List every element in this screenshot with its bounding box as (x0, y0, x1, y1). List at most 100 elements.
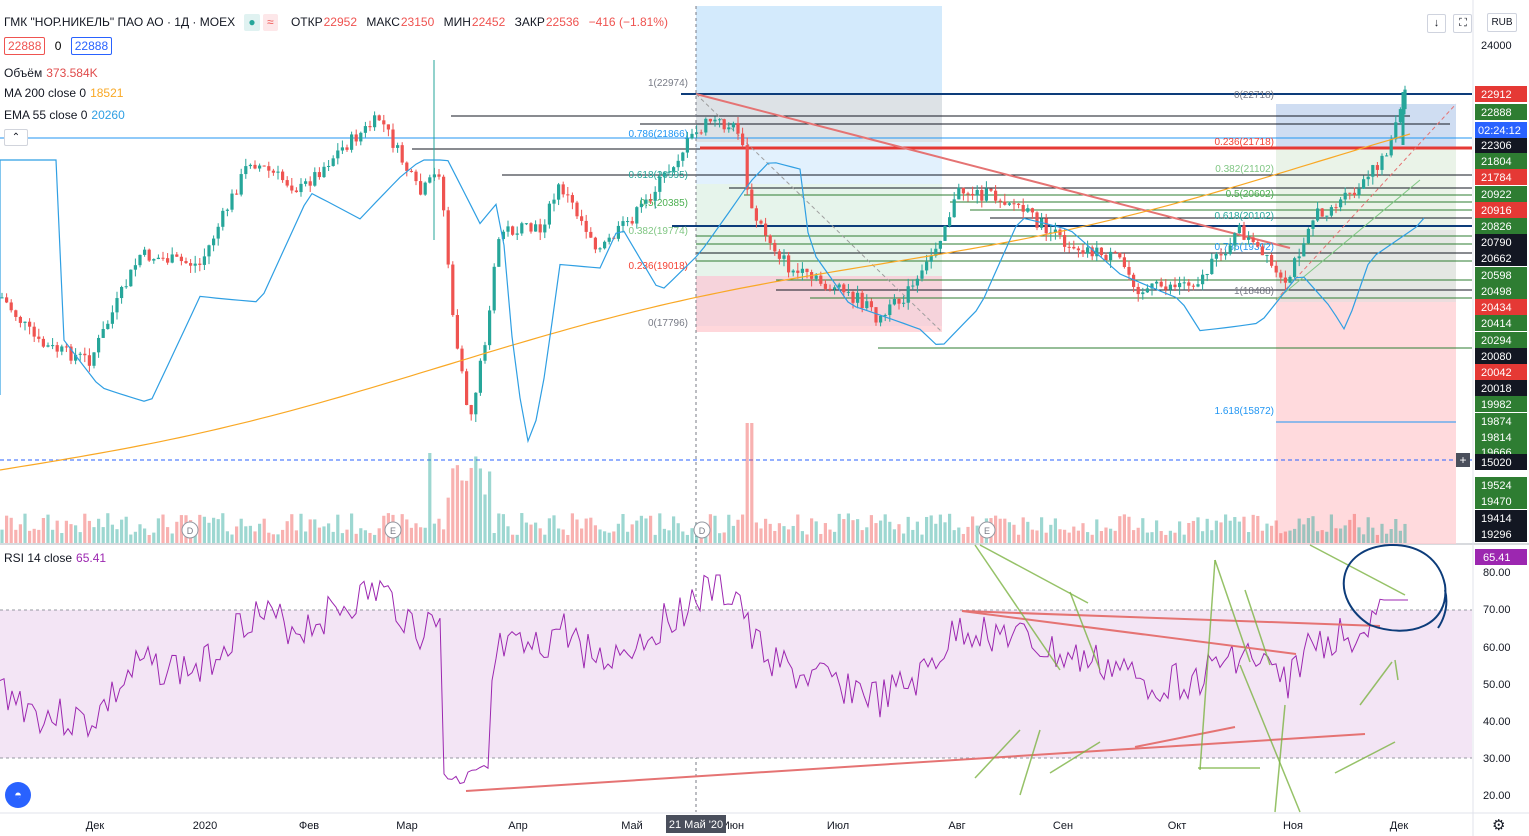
ma200-legend[interactable]: MA 200 close 0 18521 (4, 85, 123, 101)
volume-bar (589, 517, 593, 543)
volume-bar (934, 523, 938, 543)
candle-body (1090, 247, 1094, 257)
candle-body (248, 164, 252, 167)
volume-bar (110, 524, 114, 543)
volume-bar (1044, 532, 1048, 543)
candle-body (120, 286, 124, 299)
volume-bar (267, 532, 271, 543)
volume-bar (1219, 522, 1223, 543)
candle-body (644, 199, 648, 204)
currency-button[interactable]: RUB (1487, 13, 1517, 32)
candle-body (520, 223, 524, 234)
price-label-box (1475, 153, 1527, 169)
candle-body (363, 126, 367, 133)
buy-price-button[interactable]: 22888 (70, 37, 113, 55)
maximize-pane-icon[interactable]: ⛶ (1453, 14, 1473, 33)
volume-bar (580, 528, 584, 543)
candle-body (515, 233, 519, 235)
volume-bar (1316, 531, 1320, 543)
volume-bar (138, 524, 142, 543)
volume-bar (566, 534, 570, 543)
rsi-annotation-line (1214, 559, 1251, 663)
volume-bar (382, 515, 386, 543)
candle-body (1026, 208, 1030, 212)
volume-bar (368, 532, 372, 543)
volume-bar (1155, 520, 1159, 543)
candle-body (1150, 283, 1154, 289)
volume-bar (630, 524, 634, 543)
data-wave-icon[interactable]: ≈ (263, 14, 278, 32)
volume-bar (0, 529, 4, 543)
time-label: Мар (396, 820, 418, 832)
rsi-legend[interactable]: RSI 14 close 65.41 (4, 550, 106, 566)
candle-body (1191, 285, 1195, 287)
volume-bar (1187, 522, 1191, 543)
rsi-axis-label: 20.00 (1483, 790, 1511, 802)
candle-body (267, 166, 271, 171)
market-status-icon[interactable]: ● (244, 14, 260, 32)
hand-drawn-circle (1342, 543, 1448, 632)
candle-body (244, 166, 248, 175)
volume-bar (897, 524, 901, 543)
fib-label: 1.618(15872) (1215, 406, 1275, 417)
ema55-legend[interactable]: EMA 55 close 0 20260 (4, 107, 125, 123)
rsi-annotation-line (974, 544, 1061, 671)
volume-bar (833, 531, 837, 543)
candle-body (745, 145, 749, 190)
sell-price-button[interactable]: 22888 (4, 37, 46, 55)
volume-bar (97, 518, 101, 543)
volume-bar (1168, 530, 1172, 543)
volume-bar (359, 528, 363, 543)
fib-label: 0.382(19774) (629, 226, 689, 237)
candle-body (649, 199, 653, 201)
candle-body (304, 181, 308, 184)
candle-body (695, 132, 699, 134)
candle-body (957, 187, 961, 200)
drawings-layer: 1(22974) 0.786(21866) 0.618(20995) 0.5(2038… (0, 6, 1472, 812)
volume-bar (649, 515, 653, 543)
candle-body (639, 203, 643, 208)
ema55-legend-name: EMA 55 close 0 (4, 108, 88, 122)
candle-body (124, 286, 128, 288)
candle-body (1104, 255, 1108, 261)
volume-bar (920, 534, 924, 543)
candle-body (74, 354, 78, 361)
fib-label: 0.236(21718) (1215, 137, 1275, 148)
candle-body (626, 221, 630, 223)
volume-bar (400, 514, 404, 543)
rsi-line (0, 574, 1408, 785)
volume-bar (1394, 519, 1398, 543)
volume-bar (828, 529, 832, 543)
tradingview-logo-icon[interactable]: ◓ (5, 782, 31, 808)
volume-legend[interactable]: Объём 373.584K (4, 65, 98, 81)
candle-body (322, 166, 326, 178)
candle-body (589, 231, 593, 238)
countdown-label: 02:24:12 (1478, 125, 1521, 137)
candle-body (1311, 220, 1315, 229)
candle-body (216, 226, 220, 239)
volume-bar (819, 533, 823, 543)
candle-body (1030, 208, 1034, 213)
volume-bar (534, 522, 538, 543)
fib-label: 1(18488) (1234, 286, 1274, 297)
candle-body (727, 127, 731, 130)
candle-body (722, 119, 726, 130)
price-label: 24000 (1481, 40, 1512, 52)
candle-body (1007, 203, 1011, 205)
move-down-icon[interactable]: ↓ (1427, 14, 1446, 33)
rsi-annotation-line (1244, 589, 1271, 666)
gear-icon[interactable]: ⚙ (1492, 817, 1506, 834)
candle-body (350, 134, 354, 150)
volume-bar (1081, 523, 1085, 543)
symbol-title[interactable]: ГМК "НОР.НИКЕЛЬ" ПАО АО · 1Д · MOEX (4, 15, 236, 29)
candle-body (1173, 284, 1177, 288)
candle-body (984, 188, 988, 201)
volume-bar (1279, 533, 1283, 543)
candle-body (1187, 282, 1191, 286)
candle-body (1242, 225, 1246, 240)
candle-body (534, 224, 538, 232)
price-label: 21784 (1481, 172, 1512, 184)
collapse-legend-button[interactable]: ⌃ (4, 129, 28, 146)
volume-bar (966, 526, 970, 543)
